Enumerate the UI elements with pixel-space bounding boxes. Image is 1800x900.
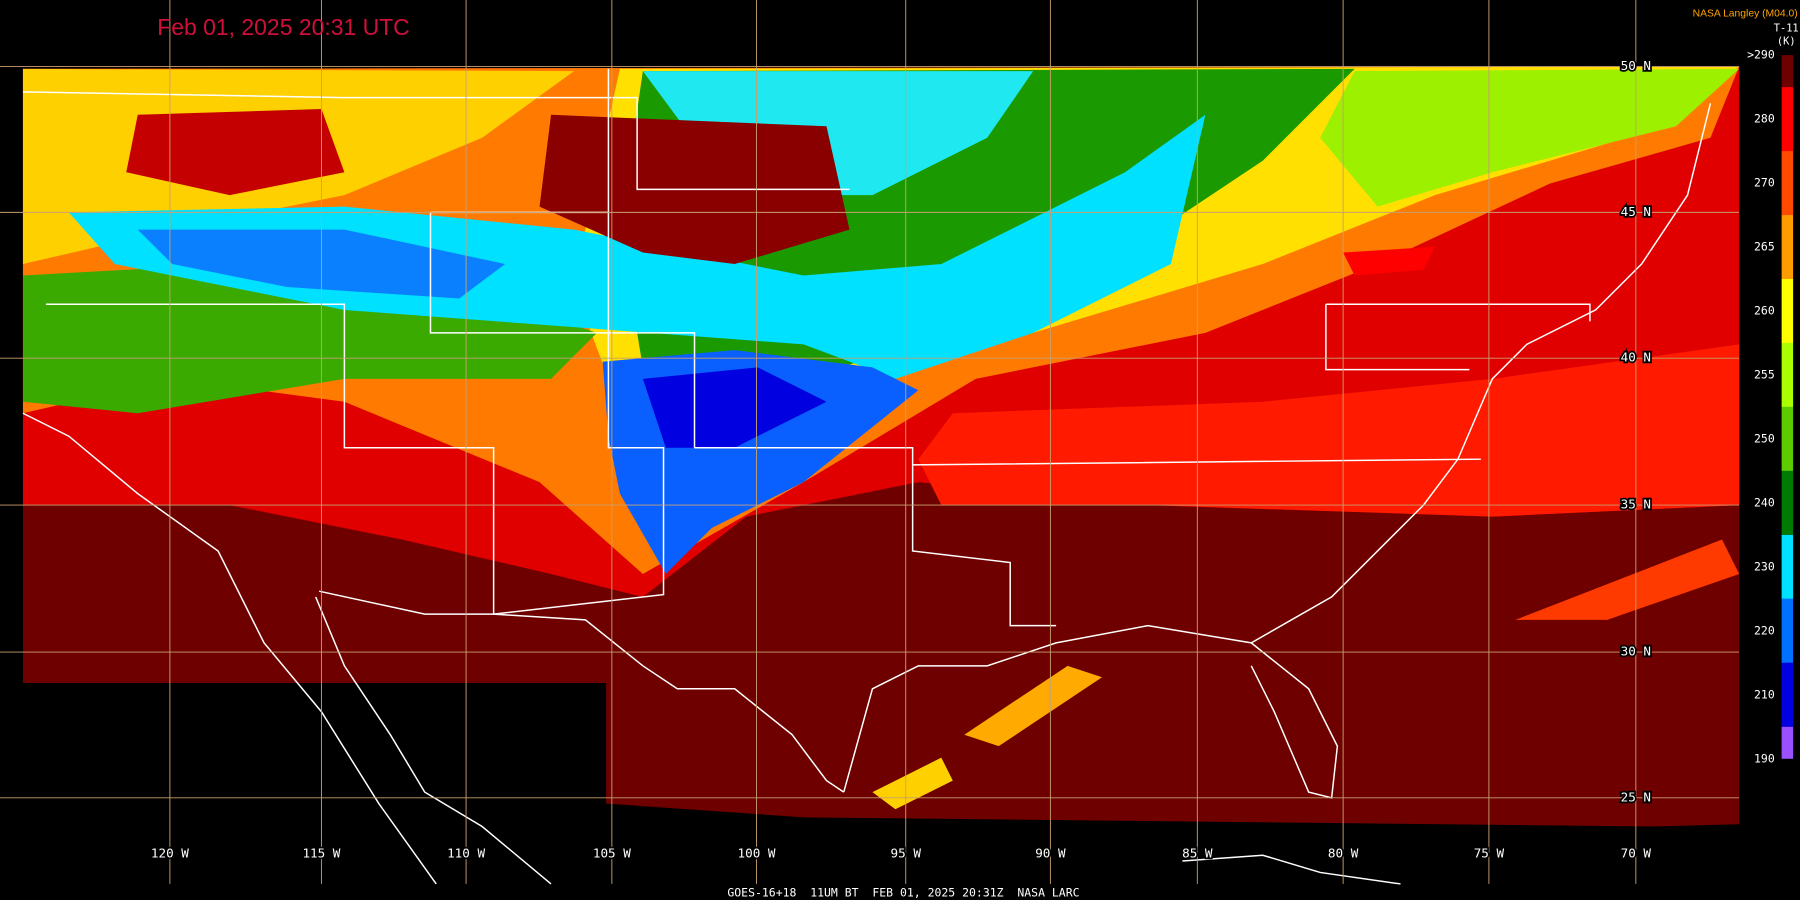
longitude-label: 95 W [891,846,922,861]
latitude-label: 30 N [1621,644,1651,659]
longitude-label: 80 W [1328,846,1359,861]
colorbar-label: >290 [1747,48,1775,62]
latitude-label: 35 N [1621,497,1651,512]
coastline [1182,854,1401,885]
colorbar-segment [1781,55,1794,88]
colorbar-label: 210 [1754,687,1775,701]
coastline [22,412,552,885]
latitude-label: 45 N [1621,204,1651,219]
colorbar-segment [1781,279,1794,343]
longitude-label: 85 W [1182,846,1213,861]
colorbar-label: 260 [1754,303,1775,317]
lake-erie-red [1343,246,1435,276]
colorbar-label: 265 [1754,240,1775,254]
colorbar-segment [1781,662,1794,727]
colorbar-label: 250 [1754,431,1775,445]
longitude-label: 105 W [593,846,631,861]
longitude-label: 120 W [151,846,189,861]
colorbar-label: 270 [1754,176,1775,190]
border-line [45,303,696,615]
cloud-red-northwest [126,109,345,196]
latitude-label: 50 N [1621,58,1651,73]
colorbar-segment [1781,215,1794,280]
cloud-deep-blue [642,367,827,448]
longitude-label: 70 W [1621,846,1652,861]
provider: NASA Langley (M04.0) [1693,9,1798,20]
colorbar-segment [1781,406,1794,471]
cloud-lime [1320,68,1740,207]
colorbar-segment [1781,151,1794,216]
colorbar-segment [1781,726,1794,759]
colorbar: >290 280 270 265 260 255 250 240 230 220 210 190 [1741,45,1800,783]
border-line [694,446,1057,627]
border-line [912,303,1591,466]
graticule-labels: 50 N 45 N 40 N 35 N 30 N 25 N 120 W 115 W 110 W 1… [149,56,1653,862]
latitude-label: 40 N [1621,350,1651,365]
imagery [22,66,1740,827]
longitude-label: 75 W [1474,846,1505,861]
colorbar-segment [1781,598,1794,663]
legend-unit: (K) [1777,35,1796,47]
cloud-red-east [918,344,1740,517]
graticule [0,0,1740,884]
longitude-label: 100 W [738,846,776,861]
cloud-streak-atlantic [1515,539,1740,620]
colorbar-segment [1781,342,1794,407]
latitude-label: 25 N [1621,789,1651,804]
colorbar-label: 240 [1754,495,1775,509]
cloud-streak-gulf2 [872,757,953,810]
colorbar-segment [1781,470,1794,535]
colorbar-label: 280 [1754,112,1775,126]
colorbar-label: 220 [1754,623,1775,637]
footer: GOES-16+18 11UM BT FEB 01, 2025 20:31Z N… [727,886,1079,900]
longitude-label: 90 W [1035,846,1066,861]
legend-title: T-11 [1774,23,1799,35]
colorbar-label: 255 [1754,367,1775,381]
colorbar-label: 230 [1754,559,1775,573]
longitude-label: 110 W [447,846,485,861]
boundaries [22,68,1712,885]
coastline [318,103,1712,799]
colorbar-label: 190 [1754,751,1775,765]
colorbar-segment [1781,87,1794,152]
border-line [22,91,850,191]
longitude-label: 115 W [302,846,340,861]
colorbar-segment [1781,534,1794,599]
cloud-streak-gulf [964,665,1103,747]
timestamp: Feb 01, 2025 20:31 UTC [157,14,409,40]
